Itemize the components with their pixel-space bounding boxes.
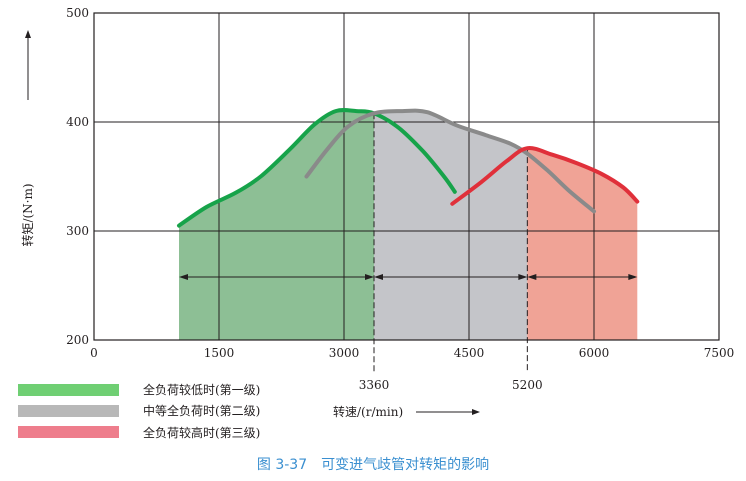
- marker-label-3360: 3360: [359, 378, 390, 392]
- range-arrow-head-left-2: [374, 274, 383, 280]
- x-tick-label-3000: 3000: [329, 346, 360, 360]
- legend-swatch-stage2: [18, 405, 119, 417]
- range-arrows: [179, 274, 638, 280]
- marker-label-5200: 5200: [512, 378, 543, 392]
- x-tick-label-6000: 6000: [579, 346, 610, 360]
- figure-caption: 图 3-37 可变进气歧管对转矩的影响: [257, 457, 489, 473]
- y-tick-label-200: 200: [66, 333, 89, 347]
- legend-label-stage2: 中等全负荷时(第二级): [143, 403, 260, 418]
- series-line-1: [177, 108, 457, 228]
- series-line-3: [450, 146, 640, 206]
- legend-swatch-stage1: [18, 384, 119, 396]
- x-axis-label: 转速/(r/min): [333, 404, 403, 419]
- range-arrow-head-left-1: [179, 274, 188, 280]
- plot-frame: [93, 12, 720, 341]
- range-arrow-head-right-2: [518, 274, 528, 280]
- y-tick-label-300: 300: [66, 224, 89, 238]
- x-tick-label-1500: 1500: [204, 346, 235, 360]
- y-axis-label: 转矩/(N·m): [20, 183, 35, 246]
- x-axis-arrow-head: [472, 409, 480, 415]
- range-arrow-head-right-3: [628, 274, 638, 280]
- range-arrow-head-right-1: [365, 274, 374, 280]
- fill-area-1: [179, 111, 374, 340]
- fill-area-2: [374, 111, 528, 340]
- range-arrow-head-left-3: [527, 274, 537, 280]
- legend-label-stage3: 全负荷较高时(第三级): [143, 425, 260, 440]
- plot-grid: [93, 12, 720, 341]
- legend: 全负荷较低时(第一级) 中等全负荷时(第二级) 全负荷较高时(第三级): [18, 382, 260, 440]
- series-line-2: [304, 108, 596, 214]
- legend-swatch-stage3: [18, 426, 119, 438]
- x-tick-label-0: 0: [90, 346, 98, 360]
- fill-area-3: [527, 148, 638, 340]
- plot-series-lines: [177, 108, 640, 372]
- axis-ticks: 3360 5200 0 1500 3000 4500 6000 7500 200 300 400 50…: [66, 6, 734, 392]
- y-axis-arrow-head: [25, 30, 31, 38]
- legend-label-stage1: 全负荷较低时(第一级): [143, 382, 260, 397]
- x-tick-label-7500: 7500: [704, 346, 735, 360]
- y-tick-label-500: 500: [66, 6, 89, 20]
- plot-fill-areas: [179, 111, 638, 340]
- y-tick-label-400: 400: [66, 115, 89, 129]
- x-tick-label-4500: 4500: [454, 346, 485, 360]
